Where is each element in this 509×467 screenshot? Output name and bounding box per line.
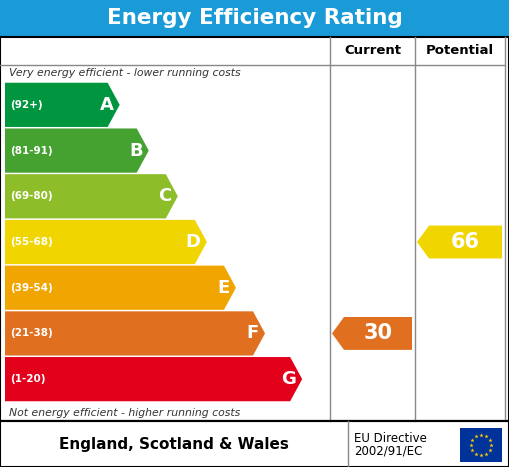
Text: (92+): (92+) — [10, 100, 43, 110]
Text: D: D — [186, 233, 201, 251]
Text: 2002/91/EC: 2002/91/EC — [354, 445, 422, 458]
Text: F: F — [247, 325, 259, 342]
Bar — [0, 37, 509, 421]
Text: A: A — [100, 96, 114, 114]
Polygon shape — [5, 357, 302, 401]
Polygon shape — [417, 226, 502, 258]
Polygon shape — [5, 174, 178, 219]
Text: B: B — [129, 142, 143, 160]
Text: E: E — [218, 279, 230, 297]
Text: England, Scotland & Wales: England, Scotland & Wales — [59, 437, 289, 452]
Polygon shape — [5, 266, 236, 310]
Text: Energy Efficiency Rating: Energy Efficiency Rating — [106, 8, 403, 28]
Text: Current: Current — [344, 44, 401, 57]
Polygon shape — [5, 83, 120, 127]
Polygon shape — [5, 128, 149, 173]
Text: (21-38): (21-38) — [10, 328, 53, 339]
Bar — [460, 428, 502, 462]
Bar — [0, 0, 509, 37]
Text: (55-68): (55-68) — [10, 237, 53, 247]
Text: C: C — [159, 187, 172, 205]
Polygon shape — [5, 311, 265, 355]
Text: 30: 30 — [363, 324, 392, 343]
Text: (1-20): (1-20) — [10, 374, 45, 384]
Bar — [0, 421, 509, 467]
Text: (39-54): (39-54) — [10, 283, 53, 293]
Polygon shape — [332, 317, 412, 350]
Text: G: G — [281, 370, 296, 388]
Text: 66: 66 — [451, 232, 480, 252]
Text: Not energy efficient - higher running costs: Not energy efficient - higher running co… — [9, 408, 240, 417]
Text: (81-91): (81-91) — [10, 146, 52, 156]
Text: (69-80): (69-80) — [10, 191, 52, 201]
Text: Very energy efficient - lower running costs: Very energy efficient - lower running co… — [9, 69, 241, 78]
Text: Potential: Potential — [426, 44, 494, 57]
Polygon shape — [5, 220, 207, 264]
Text: EU Directive: EU Directive — [354, 432, 427, 445]
